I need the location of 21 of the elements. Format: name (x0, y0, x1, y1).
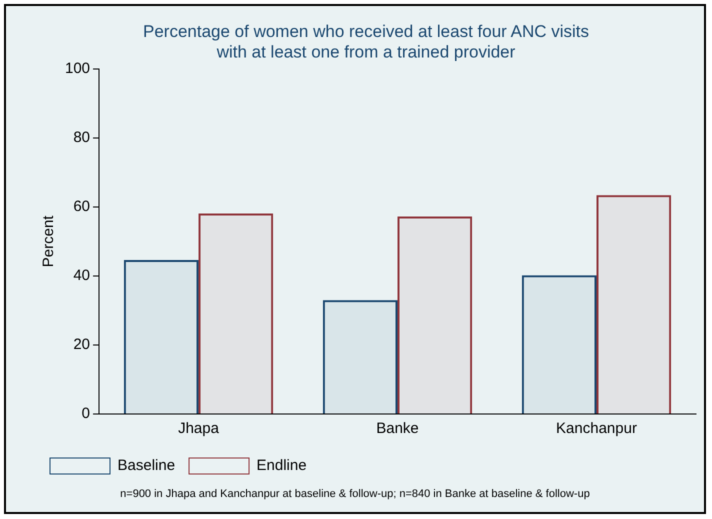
text: n=900 in Jhapa and Kanchanpur at baseline & follow-up; n=840 in Banke at baseline & follow-up (119, 488, 591, 500)
y-tick-label: 0 (82, 405, 90, 422)
bar (124, 260, 199, 414)
text: Percentage of women who received at least four ANC visits (143, 22, 589, 41)
y-tick-label: 80 (73, 128, 90, 146)
y-axis-title: Percent (40, 214, 58, 268)
legend-label: Endline (256, 457, 307, 474)
x-tick-label: Jhapa (178, 420, 220, 438)
bar (522, 275, 597, 414)
y-tick-label: 40 (73, 267, 90, 284)
text: with at least one from a trained provider (216, 42, 516, 62)
bar (198, 213, 274, 414)
y-tick-label: 20 (73, 336, 90, 354)
x-tick-label: Banke (376, 420, 419, 438)
y-tick-label: 60 (73, 198, 90, 216)
bar (398, 216, 472, 414)
legend-label: Baseline (118, 457, 176, 474)
x-tick-label: Kanchanpur (556, 420, 637, 438)
y-tick-label: 100 (64, 60, 90, 77)
bar (596, 195, 672, 414)
bar (322, 300, 398, 414)
